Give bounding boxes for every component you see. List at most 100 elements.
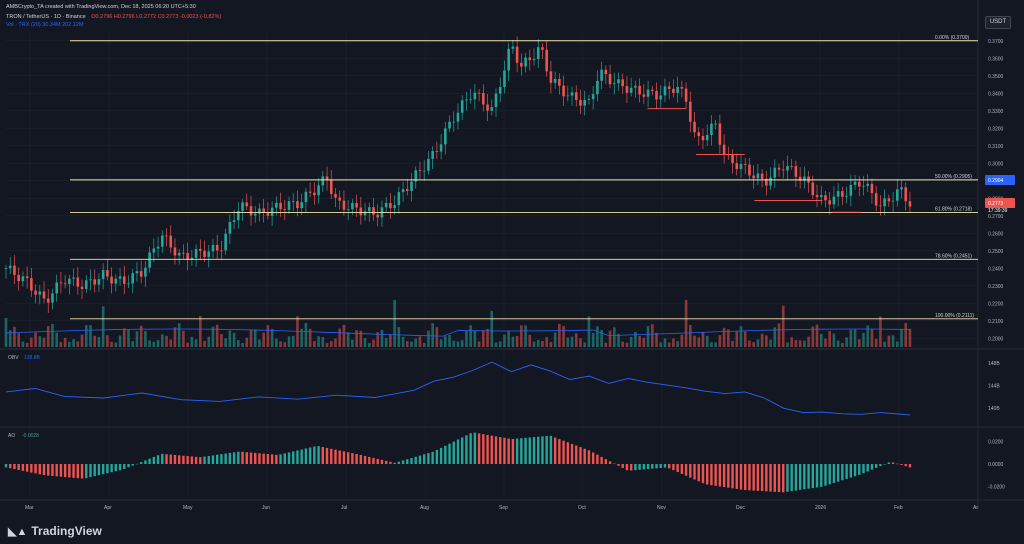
candle-body [253, 213, 257, 216]
ao-bar [532, 437, 536, 464]
ao-bar [80, 464, 84, 479]
price-tick-label: 0.2200 [988, 301, 1004, 307]
volume-bar [232, 332, 236, 347]
candle-body [346, 209, 350, 211]
volume-bar [600, 329, 603, 347]
ao-bar [448, 443, 451, 464]
ao-bar [444, 445, 447, 464]
ao-bar [727, 464, 730, 488]
ao-bar [17, 464, 20, 470]
time-tick-label: Mar [25, 505, 34, 511]
volume-bar [241, 342, 244, 347]
ao-bar [59, 464, 63, 477]
volume-bar [110, 341, 113, 347]
candle-body [735, 163, 739, 170]
currency-unit-button[interactable]: USDT [985, 16, 1011, 29]
volume-bar [444, 336, 447, 347]
ao-value: -0.0028 [22, 433, 39, 439]
volume-bar [545, 337, 548, 347]
ao-bar [684, 464, 688, 476]
ao-bar [452, 441, 455, 464]
ao-bar [680, 464, 684, 474]
candle-body [621, 79, 625, 87]
candle-body [684, 88, 688, 102]
ao-bar [507, 438, 510, 464]
volume-bar [144, 331, 147, 347]
ao-bar [469, 433, 472, 464]
candle-body [241, 202, 244, 211]
ao-bar [300, 449, 303, 464]
ao-bar [270, 454, 274, 464]
bar-countdown-label: 17:39:39 [988, 208, 1008, 214]
ao-bar [334, 449, 337, 464]
ao-bar [304, 448, 308, 464]
ao-bar [89, 464, 92, 478]
ao-bar [482, 434, 485, 464]
volume-legend[interactable]: Vol · TRX (20) 30.34M 202.12M [6, 22, 84, 28]
candle-body [389, 202, 392, 209]
ao-bar [325, 447, 329, 464]
ao-bar [156, 455, 160, 464]
volume-bar [536, 339, 540, 347]
candle-body [63, 283, 67, 285]
candle-body [549, 71, 553, 83]
candle-body [228, 221, 232, 234]
volume-bar [629, 336, 633, 347]
candle-body [80, 286, 84, 289]
candle-body [769, 177, 772, 186]
ao-bar [292, 451, 295, 464]
candle-body [106, 270, 109, 277]
volume-bar [727, 329, 730, 347]
ao-bar [820, 464, 823, 487]
volume-bar [803, 340, 806, 347]
candle-body [883, 198, 886, 207]
volume-bar [879, 316, 882, 347]
obv-title: OBV [8, 355, 19, 361]
ao-bar [372, 457, 375, 464]
ao-bar [710, 464, 713, 486]
symbol-legend[interactable]: TRON / TetherUS · 1D · Binance O0.2796 H… [6, 13, 225, 21]
candle-body [270, 207, 274, 216]
volume-bar [367, 342, 371, 347]
ao-bar [858, 464, 861, 475]
candle-body [308, 191, 312, 193]
candle-body [798, 176, 802, 181]
volume-bar [422, 342, 426, 347]
candle-body [503, 70, 506, 87]
volume-bar [650, 324, 654, 347]
volume-bar [684, 299, 688, 347]
candle-body [879, 205, 882, 207]
volume-bar [862, 332, 865, 347]
ao-bar [722, 464, 726, 488]
tradingview-logo[interactable]: ◣▲ TradingView [8, 524, 102, 538]
price-tick-label: 0.3100 [988, 144, 1004, 150]
candle-body [857, 181, 861, 187]
ao-bar [110, 464, 113, 473]
ao-bar [613, 463, 616, 465]
volume-bar [638, 335, 641, 347]
volume-bar [72, 339, 75, 347]
candle-body [448, 121, 451, 129]
ao-bar [883, 464, 886, 465]
ao-bar [790, 464, 793, 492]
volume-bar [718, 335, 722, 347]
candle-body [642, 94, 646, 97]
volume-bar [346, 332, 350, 347]
volume-bar [672, 338, 675, 347]
ao-bar [384, 460, 388, 464]
candle-body [182, 252, 185, 254]
ao-bar [296, 450, 299, 464]
candle-body [122, 276, 126, 284]
ao-bar [262, 453, 265, 464]
candle-body [570, 92, 574, 96]
volume-bar [722, 327, 726, 347]
candle-body [465, 99, 468, 101]
candle-body [84, 280, 88, 289]
candle-body [89, 279, 92, 281]
candle-body [490, 107, 494, 111]
candle-body [705, 134, 709, 141]
volume-bar [667, 342, 671, 347]
candle-body [608, 74, 612, 85]
candle-body [249, 206, 253, 216]
